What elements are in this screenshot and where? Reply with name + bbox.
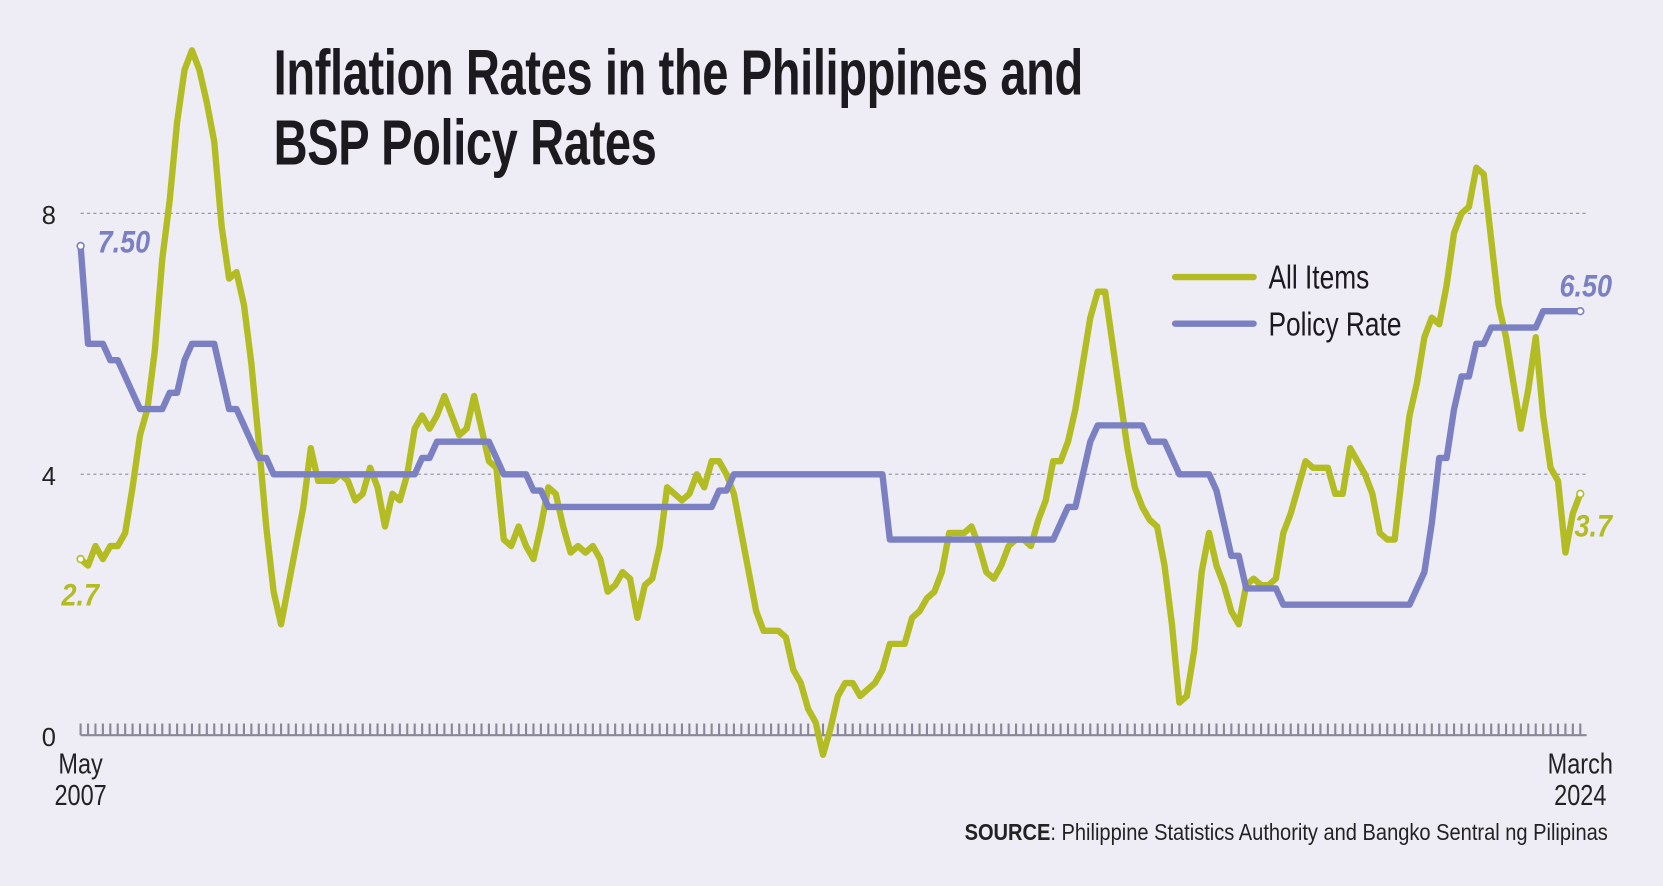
end-dot (76, 241, 85, 251)
value-label: 7.50 (98, 224, 151, 260)
y-tick-label: 0 (42, 724, 56, 752)
end-dot (1576, 489, 1585, 499)
legend-label: All Items (1268, 260, 1369, 296)
source-label: SOURCE (965, 819, 1051, 846)
legend-label: Policy Rate (1268, 307, 1401, 343)
x-tick-label: March 2024 (1547, 747, 1613, 812)
x-label-box: March 2024 (1547, 747, 1613, 812)
value-label: 3.7 (1575, 508, 1614, 544)
title-box: Inflation Rates in the Philippines and B… (273, 38, 1084, 179)
source-note: SOURCE: Philippine Statistics Authority … (965, 819, 1608, 846)
x-ticks: May 2007 March 2024 (54, 723, 1613, 812)
lines: 2.7 3.7 7.50 6.50 (61, 47, 1614, 758)
chart-title: Inflation Rates in the Philippines and B… (273, 38, 1084, 179)
y-tick-label: 8 (42, 202, 56, 230)
y-tick-label: 4 (42, 463, 56, 491)
series-line (77, 242, 1584, 608)
end-dot (76, 554, 85, 564)
series-line (77, 47, 1584, 758)
end-dot (1576, 307, 1585, 316)
source-text: : Philippine Statistics Authority and Ba… (1050, 819, 1608, 846)
x-tick-label: May 2007 (54, 747, 107, 812)
value-label: 6.50 (1559, 268, 1612, 304)
value-label: 2.7 (61, 578, 101, 614)
x-label-box: May 2007 (54, 747, 107, 812)
legend: All Items Policy Rate (1171, 260, 1401, 343)
